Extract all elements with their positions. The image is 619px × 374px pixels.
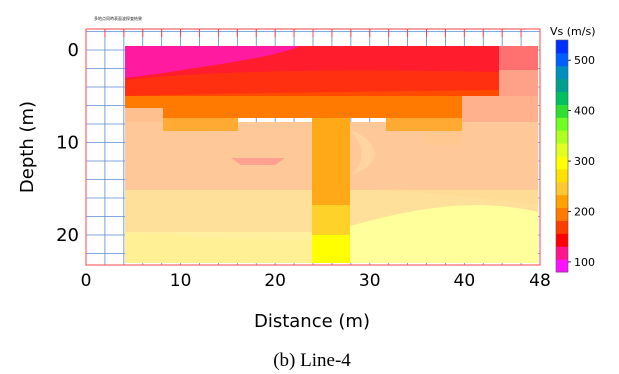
layer-surface-lowvel — [125, 46, 300, 78]
anomaly-column — [312, 118, 350, 205]
layer-mid-light — [350, 130, 375, 175]
colorbar-cell — [556, 104, 568, 118]
figure-caption: (b) Line-4 — [273, 350, 351, 371]
x-axis-label: Distance (m) — [254, 311, 370, 332]
layer-bottom-right — [350, 205, 538, 263]
colorbar-cell — [556, 143, 568, 157]
anomaly-column-bottom — [312, 235, 350, 263]
x-tick-label: 30 — [359, 271, 381, 291]
colorbar-title: Vs (m/s) — [550, 25, 596, 38]
layer-step-right — [386, 118, 462, 131]
anomaly-lens — [231, 158, 285, 165]
colorbar-cell — [556, 246, 568, 260]
layer-edge-right-top — [499, 46, 538, 70]
colorbar-cell — [556, 181, 568, 196]
colorbar-cell — [556, 194, 568, 209]
layer-edge-right-mid — [499, 70, 538, 96]
layer-upper-mid — [125, 70, 499, 96]
colorbar-cell — [556, 78, 568, 93]
colorbar-tick-label: 400 — [574, 105, 595, 118]
y-tick-label: 10 — [56, 133, 79, 154]
colorbar-cell — [556, 259, 568, 273]
colorbar-cell — [556, 207, 568, 221]
colorbar-frame — [555, 39, 569, 273]
colorbar-cell — [556, 117, 568, 131]
colorbar-cells — [555, 39, 569, 273]
y-tick-label: 0 — [68, 40, 79, 61]
layer-bottom-left — [125, 232, 312, 263]
layer-edge-right-2 — [462, 96, 538, 122]
colorbar: Vs (m/s) 100 200 300 400 500 — [550, 25, 596, 273]
x-tick-label: 48 — [529, 271, 551, 291]
layer-step-left — [163, 118, 238, 131]
colorbar-cell — [556, 156, 568, 170]
colorbar-cell — [556, 220, 568, 234]
y-axis-label: Depth (m) — [17, 101, 38, 193]
anomaly-column-lower — [312, 205, 350, 235]
colorbar-cell — [556, 130, 568, 144]
velocity-field — [125, 46, 538, 263]
header-note: 多地点同時表面波探査結果 — [94, 15, 142, 21]
colorbar-cell — [556, 233, 568, 247]
x-tick-label: 10 — [170, 271, 192, 291]
colorbar-cell — [556, 91, 568, 105]
tick-marks — [85, 29, 541, 37]
x-tick-label: 20 — [264, 271, 286, 291]
colorbar-tick-label: 100 — [574, 256, 595, 269]
layer-transition — [125, 108, 163, 122]
colorbar-cell — [556, 40, 568, 54]
x-tick-labels: 0 10 20 30 40 48 — [81, 271, 551, 291]
layer-upper2 — [125, 96, 499, 118]
plot-frame — [85, 28, 541, 266]
colorbar-tick-label: 300 — [574, 155, 595, 168]
y-tick-label: 20 — [56, 225, 79, 246]
colorbar-tick-labels: 100 200 300 400 500 — [568, 54, 595, 269]
x-tick-label: 0 — [81, 271, 92, 291]
colorbar-tick-label: 500 — [574, 54, 595, 67]
colorbar-cell — [556, 52, 568, 67]
x-tick-label: 40 — [454, 271, 476, 291]
colorbar-tick-label: 200 — [574, 205, 595, 218]
y-tick-labels: 0 10 20 — [56, 40, 79, 246]
colorbar-cell — [556, 65, 568, 80]
colorbar-cell — [556, 168, 568, 183]
